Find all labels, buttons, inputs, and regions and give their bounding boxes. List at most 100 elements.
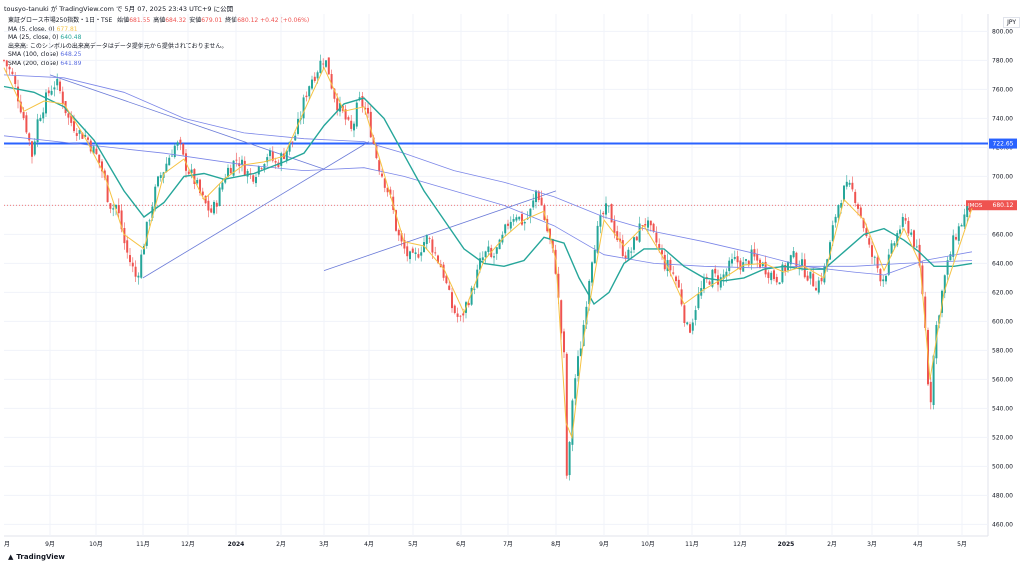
candle-body — [764, 261, 767, 275]
candle-body — [411, 248, 414, 253]
candle-body — [577, 356, 579, 377]
indicator-row[interactable]: SMA (200, close) 641.89 — [8, 59, 82, 67]
indicator-list: MA (5, close, 0) 677.81 MA (25, close, 0) 6… — [8, 26, 309, 69]
x-tick-label: 8月 — [551, 541, 561, 548]
candle-body — [829, 242, 831, 260]
candle-body — [512, 219, 515, 222]
candle-body — [871, 245, 873, 257]
x-tick-label: 9月 — [45, 541, 55, 548]
candle-body — [557, 273, 560, 298]
indicator-row[interactable]: MA (5, close, 0) 677.81 — [8, 25, 78, 33]
candle-body — [246, 171, 249, 177]
y-tick-label: 560.00 — [992, 376, 1013, 383]
candle-body — [907, 220, 910, 234]
candle-body — [271, 151, 274, 161]
indicator-row[interactable]: 出来高: このシンボルの出来高データはデータ提供元から提供されておりません。 — [8, 42, 228, 50]
x-tick-label: 6月 — [456, 541, 466, 548]
candle-body — [728, 260, 731, 272]
candle-body — [733, 257, 736, 259]
candle-body — [857, 204, 859, 209]
candle-body — [890, 243, 893, 254]
candle-body — [560, 300, 563, 334]
candle-body — [224, 177, 227, 183]
candle-body — [448, 285, 451, 290]
candle-body — [190, 169, 193, 174]
candle-body — [633, 237, 635, 250]
candle-body — [703, 278, 705, 290]
candle-body — [28, 133, 31, 141]
candle-body — [36, 119, 39, 143]
candle-body — [630, 251, 633, 253]
indicator-row[interactable]: SMA (100, close) 648.25 — [8, 51, 82, 59]
candle-body — [199, 179, 201, 193]
candle-body — [103, 170, 106, 178]
candle-body — [624, 255, 627, 259]
y-tick-label: 700.00 — [992, 173, 1013, 180]
candle-body — [540, 197, 543, 206]
candle-body — [406, 246, 409, 257]
y-tick-label: 660.00 — [992, 231, 1013, 238]
y-tick-label: 600.00 — [992, 318, 1013, 325]
candle-body — [397, 229, 400, 236]
candle-body — [495, 247, 498, 254]
candle-body — [778, 282, 781, 285]
candle-body — [893, 243, 896, 246]
candle-body — [383, 178, 386, 188]
candle-body — [364, 107, 367, 110]
candle-body — [22, 112, 25, 119]
candle-body — [901, 216, 904, 227]
candle-body — [325, 60, 327, 67]
candle-body — [369, 111, 372, 138]
ohlc-item: 安値679.01 — [189, 17, 223, 24]
candle-body — [358, 97, 361, 100]
last-price-ticker: JMOS — [967, 203, 983, 209]
candle-body — [823, 265, 826, 283]
candle-body — [812, 273, 815, 287]
candle-body — [143, 245, 145, 255]
candle-body — [201, 191, 204, 196]
candle-body — [509, 221, 512, 229]
candle-body — [851, 182, 854, 190]
candle-body — [67, 113, 70, 118]
candle-body — [532, 200, 535, 208]
candle-body — [386, 187, 389, 193]
candle-body — [848, 182, 851, 185]
candle-body — [568, 442, 571, 476]
candle-body — [873, 256, 876, 258]
hline-price-tag — [989, 138, 1017, 149]
candle-body — [92, 146, 95, 154]
candle-body — [551, 238, 554, 249]
candle-body — [117, 204, 120, 214]
candle-body — [420, 252, 423, 256]
candle-body — [602, 212, 605, 215]
candle-body — [129, 255, 131, 263]
candle-body — [789, 255, 792, 265]
candle-body — [361, 96, 364, 107]
candle-body — [949, 254, 952, 261]
tradingview-brand: ▲ TradingView — [8, 553, 65, 561]
candle-body — [347, 117, 350, 120]
candle-body — [269, 150, 271, 157]
ohlc-values: 始値681.55 高値684.32 安値679.01 終値680.12 — [114, 17, 258, 24]
candle-body — [563, 331, 565, 353]
candle-body — [610, 204, 613, 223]
ohlc-item: 終値680.12 — [225, 17, 259, 24]
candle-body — [591, 262, 593, 283]
x-tick-label: 月 — [4, 541, 10, 548]
candle-body — [389, 189, 392, 195]
candle-body — [672, 272, 675, 274]
candle-body — [375, 145, 378, 159]
candle-body — [112, 208, 115, 210]
indicator-row[interactable]: MA (25, close, 0) 640.48 — [8, 34, 82, 42]
candle-body — [179, 139, 182, 144]
candle-body — [61, 91, 64, 104]
y-tick-label: 800.00 — [992, 28, 1013, 35]
candle-body — [579, 348, 582, 357]
candle-body — [120, 210, 123, 230]
candle-body — [470, 287, 473, 305]
candle-body — [19, 101, 22, 113]
candle-body — [969, 208, 971, 212]
candle-body — [599, 214, 602, 227]
candle-body — [229, 167, 232, 174]
